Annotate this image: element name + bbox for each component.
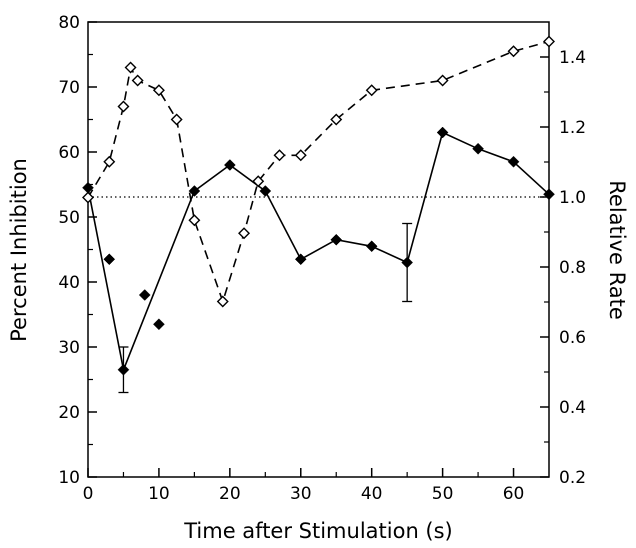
open-diamond-marker (103, 155, 116, 168)
open-diamond-marker (507, 45, 520, 58)
filled-diamond-marker (138, 289, 151, 301)
filled-diamond-marker (472, 142, 484, 155)
filled-diamond-marker (294, 253, 307, 266)
open-diamond-marker (238, 227, 251, 240)
filled-diamond-marker (365, 240, 378, 253)
y-left-tick-label: 50 (58, 208, 80, 228)
y-left-tick-label: 70 (58, 78, 80, 98)
filled-diamond-marker (436, 126, 449, 139)
open-diamond-marker (152, 84, 165, 97)
y-right-tick-label: 0.2 (559, 468, 586, 488)
tick-layer (87, 21, 549, 478)
filled-diamond-marker (259, 185, 272, 197)
open-diamond-marker (294, 149, 307, 162)
x-axis-title: Time after Stimulation (s) (183, 519, 453, 543)
y-left-tick-label: 80 (58, 13, 80, 33)
y-right-tick-label: 1.0 (559, 188, 586, 208)
open-diamond-marker (436, 74, 449, 87)
y-axis-right-title: Relative Rate (605, 180, 629, 320)
open-diamond-marker (330, 113, 343, 126)
open-diamond-marker (216, 295, 229, 308)
y-left-tick-label: 40 (58, 273, 80, 293)
filled-diamond-marker (103, 253, 116, 266)
y-left-tick-label: 60 (58, 143, 80, 163)
series-open-diamond (82, 35, 555, 308)
y-right-tick-label: 0.6 (559, 328, 586, 348)
y-left-tick-label: 20 (58, 403, 80, 423)
y-axis-left-title: Percent Inhibition (7, 158, 31, 342)
open-diamond-marker (131, 74, 144, 87)
x-tick-label: 0 (83, 484, 94, 504)
y-right-tick-label: 1.2 (559, 118, 586, 138)
filled-diamond-marker (507, 155, 520, 168)
filled-diamond-marker (188, 185, 201, 197)
y-right-tick-label: 0.8 (559, 258, 586, 278)
y-right-tick-label: 1.4 (559, 48, 586, 68)
y-right-tick-label: 0.4 (559, 398, 586, 418)
filled-diamond-marker (401, 256, 414, 269)
open-diamond-marker (543, 35, 555, 48)
open-diamond-marker (188, 214, 201, 227)
y-left-tick-label: 10 (58, 468, 80, 488)
x-tick-label: 10 (148, 484, 170, 504)
x-tick-label: 20 (219, 484, 241, 504)
filled-diamond-marker (330, 233, 343, 246)
open-diamond-marker (170, 113, 183, 126)
open-diamond-marker (124, 61, 137, 74)
open-diamond-marker (117, 100, 130, 113)
x-tick-label: 40 (361, 484, 383, 504)
series-filled-diamond (82, 126, 555, 394)
series-line (87, 40, 550, 305)
x-tick-label: 50 (432, 484, 454, 504)
open-diamond-marker (252, 175, 265, 188)
x-tick-label: 60 (503, 484, 525, 504)
open-diamond-marker (82, 191, 94, 204)
x-tick-label: 30 (290, 484, 312, 504)
filled-diamond-marker (153, 318, 165, 331)
series-layer (82, 35, 555, 394)
filled-diamond-marker (117, 363, 130, 376)
open-diamond-marker (273, 149, 286, 162)
label-layer: 0 10 20 30 40 50 6010203040506070800.20.40.60.… (58, 13, 586, 504)
y-left-tick-label: 30 (58, 338, 80, 358)
filled-diamond-marker (543, 188, 555, 201)
series-line (87, 131, 550, 373)
open-diamond-marker (365, 84, 378, 97)
filled-diamond-marker (223, 159, 236, 171)
